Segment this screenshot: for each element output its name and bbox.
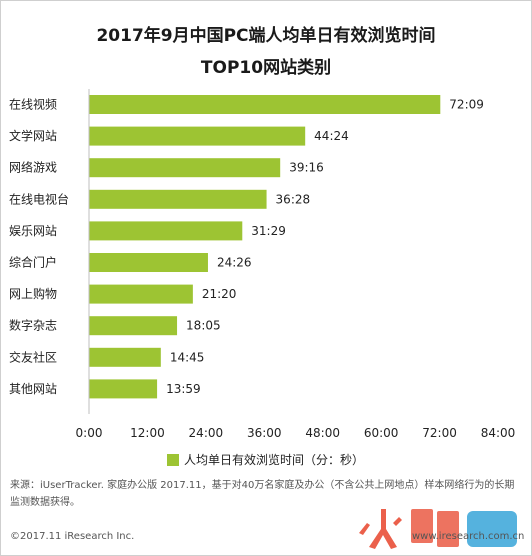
x-tick-label: 36:00	[247, 426, 282, 440]
bar-chart-plot: 在线视频 72:09 文学网站 44:24 网络游戏 39:16 在线电视台 36:28 娱乐网…	[9, 89, 516, 440]
category-label: 网上购物	[9, 286, 57, 301]
category-label: 文学网站	[9, 128, 57, 143]
value-label: 36:28	[276, 192, 311, 206]
value-label: 44:24	[314, 129, 349, 143]
value-label: 39:16	[289, 161, 324, 175]
bar	[89, 95, 441, 114]
category-label: 综合门户	[9, 255, 57, 270]
bar	[89, 316, 178, 336]
category-label: 网络游戏	[9, 160, 57, 175]
value-label: 72:09	[449, 98, 484, 112]
bar	[89, 253, 208, 272]
chart-title-line-2: TOP10网站类别	[200, 58, 332, 78]
source-note: 来源：iUserTracker. 家庭办公版 2017.11，基于对40万名家庭…	[10, 480, 515, 508]
category-label: 数字杂志	[9, 318, 57, 333]
legend-swatch	[167, 453, 179, 466]
bar	[89, 284, 193, 304]
legend: 人均单日有效浏览时间（分：秒）	[167, 451, 364, 468]
chart-title-line-1: 2017年9月中国PC端人均单日有效浏览时间	[96, 26, 436, 46]
bar	[89, 379, 158, 399]
category-label: 在线电视台	[9, 191, 69, 206]
bar	[89, 158, 281, 178]
bar	[89, 347, 161, 367]
x-tick-label: 0:00	[76, 426, 103, 440]
category-label: 其他网站	[9, 382, 57, 396]
category-label: 娱乐网站	[9, 224, 57, 238]
value-label: 18:05	[186, 319, 221, 333]
legend-label: 人均单日有效浏览时间（分：秒）	[184, 453, 365, 467]
bar	[89, 126, 306, 146]
category-label: 在线视频	[9, 97, 57, 112]
bar	[89, 221, 243, 241]
chart-title: 2017年9月中国PC端人均单日有效浏览时间 TOP10网站类别	[0, 20, 532, 84]
x-tick-label: 60:00	[364, 426, 399, 440]
x-tick-label: 72:00	[422, 426, 457, 440]
copyright: ©2017.11 iResearch Inc.	[10, 531, 135, 542]
x-tick-label: 24:00	[189, 426, 224, 440]
watermark-logo	[359, 509, 517, 549]
value-label: 31:29	[251, 224, 286, 238]
x-tick-label: 12:00	[130, 426, 165, 440]
watermark-text: www.iresearch.com.cn	[412, 531, 525, 542]
bar	[89, 189, 267, 209]
value-label: 14:45	[170, 350, 205, 364]
value-label: 21:20	[202, 287, 237, 301]
category-label: 交友社区	[9, 349, 57, 364]
x-tick-label: 48:00	[305, 426, 340, 440]
value-label: 13:59	[166, 382, 201, 396]
value-label: 24:26	[217, 256, 252, 270]
x-tick-label: 84:00	[481, 426, 516, 440]
